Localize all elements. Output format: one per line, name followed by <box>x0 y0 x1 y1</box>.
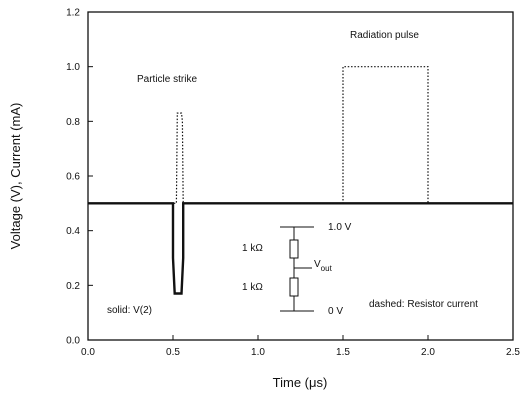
x-tick-label: 1.0 <box>251 347 265 358</box>
circuit-output-main: V <box>314 259 321 270</box>
y-tick-label: 1.0 <box>66 62 80 73</box>
series-resistor-current-line <box>88 66 513 204</box>
x-tick-label: 0.0 <box>81 347 95 358</box>
circuit-resistor-bottom-label: 1 kΩ <box>242 282 263 293</box>
y-tick-label: 0.4 <box>66 226 80 237</box>
resistor-top-symbol <box>289 239 299 259</box>
x-tick-label: 0.5 <box>166 347 180 358</box>
x-axis-title: Time (μs) <box>273 375 328 390</box>
y-tick-label: 1.2 <box>66 8 80 19</box>
y-tick-label: 0.8 <box>66 117 80 128</box>
inset-circuit: 1.0 V 0 V 1 kΩ 1 kΩ Vout <box>242 222 352 317</box>
annotation-particle-strike: Particle strike <box>137 74 197 85</box>
axis-ticks: 0.0 0.5 1.0 1.5 2.0 2.5 0.0 0.2 0.4 0.6 0.8 1.0 1.2 <box>66 8 520 359</box>
y-tick-label: 0.6 <box>66 172 80 183</box>
resistor-bottom-symbol <box>289 277 299 297</box>
circuit-resistor-top-label: 1 kΩ <box>242 243 263 254</box>
plot-frame <box>87 11 514 341</box>
x-tick-label: 1.5 <box>336 347 350 358</box>
y-axis-title: Voltage (V), Current (mA) <box>8 103 23 250</box>
x-tick-label: 2.0 <box>421 347 435 358</box>
y-tick-label: 0.2 <box>66 281 80 292</box>
annotation-radiation-pulse: Radiation pulse <box>350 30 419 41</box>
circuit-output-sub: out <box>321 264 333 273</box>
series-layer <box>88 66 513 295</box>
circuit-top-voltage: 1.0 V <box>328 222 352 233</box>
circuit-bottom-voltage: 0 V <box>328 306 343 317</box>
x-tick-label: 2.5 <box>506 347 520 358</box>
annotation-solid-label: solid: V(2) <box>107 305 152 316</box>
series-v2-line <box>88 202 513 295</box>
y-tick-label: 0.0 <box>66 336 80 347</box>
annotation-dashed-label: dashed: Resistor current <box>369 299 478 310</box>
circuit-output-label: Vout <box>314 259 333 273</box>
